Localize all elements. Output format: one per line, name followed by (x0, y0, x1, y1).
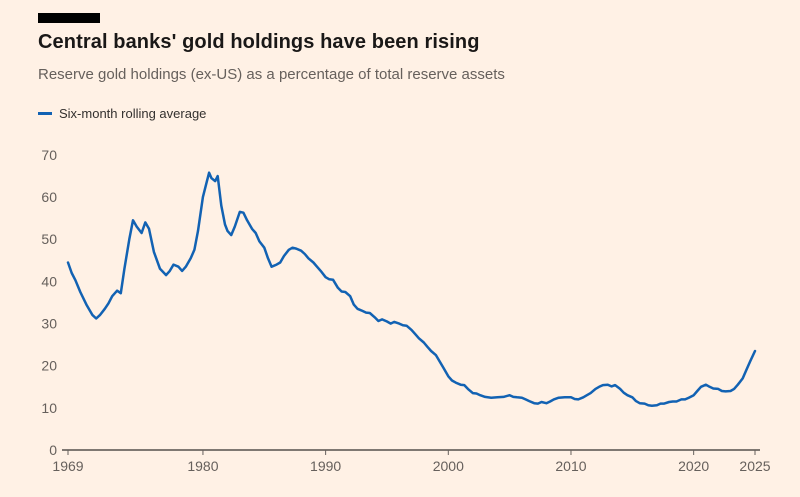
y-tick-label: 20 (41, 358, 57, 374)
y-tick-label: 50 (41, 231, 57, 247)
x-tick-label: 1980 (187, 458, 218, 474)
y-tick-label: 70 (41, 147, 57, 163)
legend-label: Six-month rolling average (59, 106, 207, 121)
y-tick-label: 0 (49, 442, 57, 458)
x-tick-label: 2020 (678, 458, 709, 474)
x-tick-label: 2010 (555, 458, 586, 474)
x-tick-label: 2000 (433, 458, 464, 474)
y-tick-label: 10 (41, 400, 57, 416)
x-tick-label: 1990 (310, 458, 341, 474)
legend: Six-month rolling average (38, 106, 206, 121)
y-tick-label: 60 (41, 189, 57, 205)
data-line-six-month-rolling-average (66, 171, 757, 408)
brand-bar (38, 13, 100, 23)
legend-line-swatch (38, 112, 52, 115)
chart-subtitle: Reserve gold holdings (ex-US) as a perce… (38, 66, 505, 83)
x-tick-label: 1969 (52, 458, 83, 474)
y-tick-label: 30 (41, 315, 57, 331)
y-tick-label: 40 (41, 273, 57, 289)
x-tick-label: 2025 (739, 458, 770, 474)
chart-title: Central banks' gold holdings have been r… (38, 31, 480, 53)
line-chart: 0 10 20 30 40 50 60 70 1969 1980 1990 2000 2010 2020 2… (41, 147, 770, 474)
